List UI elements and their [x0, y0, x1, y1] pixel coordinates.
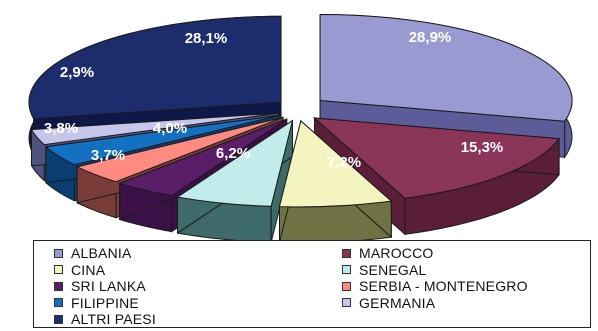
legend-label: ALTRI PAESI [71, 311, 156, 327]
legend-swatch [54, 265, 63, 274]
legend-swatch [342, 265, 351, 274]
legend-label: CINA [71, 261, 106, 278]
slice-sri-lanka [118, 118, 287, 197]
data-label-cina: 7,2% [327, 154, 361, 171]
data-label-filippine: 3,8% [44, 120, 78, 137]
legend-label: ALBANIA [71, 245, 132, 261]
legend-item-sri-lanka: SRI LANKA [54, 278, 146, 294]
legend-item-cina: CINA [54, 262, 105, 278]
legend-swatch [342, 281, 351, 291]
data-label-senegal: 6,2% [216, 145, 250, 162]
slice-altri-paesi [28, 15, 282, 120]
legend-label: SERBIA - MONTENEGRO [359, 278, 528, 294]
slice-cina [278, 119, 393, 208]
legend-item-serbia-montenegro: SERBIA - MONTENEGRO [342, 278, 528, 294]
pie-chart: 28,9% 15,3% 7,2% 6,2% 4,0% 3,7% 3,8% 2,9% 28,1% [28, 14, 573, 240]
legend-label: SENEGAL [359, 261, 427, 278]
legend-item-germania: GERMANIA [342, 295, 435, 311]
legend-swatch [342, 298, 351, 307]
data-label-altri-paesi: 28,1% [185, 30, 228, 47]
slice-filippine [44, 114, 281, 166]
data-label-germania: 2,9% [60, 64, 94, 81]
legend-swatch [54, 248, 63, 258]
legend-swatch [54, 314, 63, 324]
legend-label: GERMANIA [359, 294, 436, 311]
legend-swatch [54, 298, 63, 307]
slice-senegal [176, 119, 294, 207]
legend-label: FILIPPINE [71, 294, 139, 311]
legend-item-filippine: FILIPPINE [54, 295, 139, 311]
legend: ALBANIA MAROCCO CINA SENEGAL SRI LANKA SERBIA… [33, 240, 591, 328]
data-label-albania: 28,9% [409, 29, 452, 46]
legend-item-marocco: MAROCCO [342, 245, 434, 261]
legend-swatch [342, 248, 351, 258]
slice-serbia-montenegro [75, 116, 284, 183]
legend-item-altri-paesi: ALTRI PAESI [54, 311, 156, 327]
legend-item-senegal: SENEGAL [342, 262, 427, 278]
legend-label: SRI LANKA [71, 278, 146, 294]
legend-item-albania: ALBANIA [54, 245, 132, 261]
data-label-marocco: 15,3% [461, 139, 504, 156]
legend-swatch [54, 281, 63, 291]
data-label-serbia-montenegro: 3,7% [91, 147, 125, 164]
legend-label: MAROCCO [359, 245, 434, 261]
slice-germania [30, 112, 279, 146]
slice-marocco [313, 117, 561, 199]
slice-albania [319, 14, 573, 122]
data-label-sri-lanka: 4,0% [153, 120, 187, 137]
